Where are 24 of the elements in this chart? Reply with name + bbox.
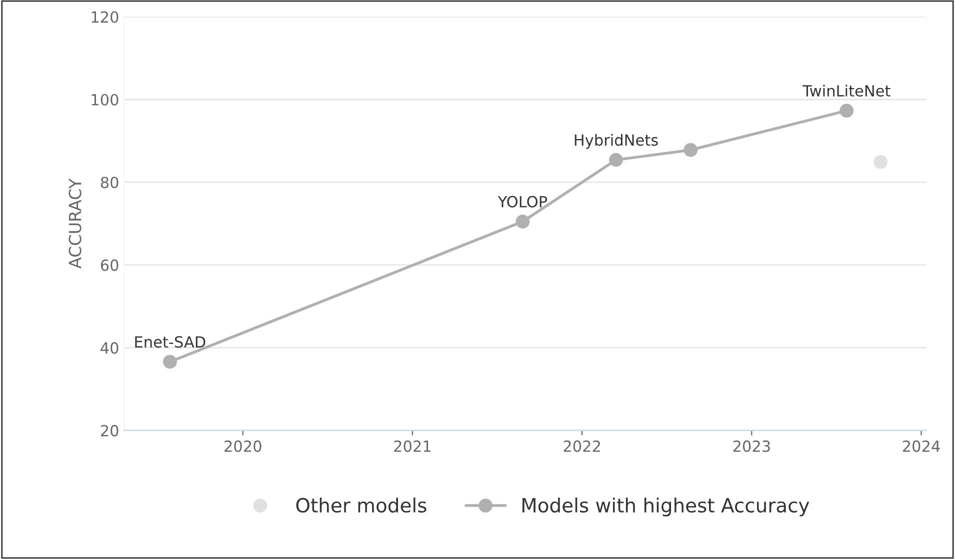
y-tick-label: 40: [100, 342, 118, 354]
x-tick-label: 2020: [224, 440, 262, 452]
y-tick-label: 60: [100, 259, 118, 271]
y-axis-title: ACCURACY: [68, 178, 82, 269]
annotation: HybridNets: [574, 134, 658, 149]
x-tick-label: 2023: [733, 440, 770, 452]
y-tick-label: 20: [100, 424, 118, 436]
annotation: Enet-SAD: [135, 336, 206, 348]
x-tick-label: 2021: [394, 440, 430, 452]
point: [162, 354, 177, 369]
x-tick-label: 2024: [902, 440, 940, 452]
legend-label: Other models: [296, 498, 426, 513]
y-tick-label: 80: [100, 176, 118, 188]
annotation: TwinLiteNet: [802, 84, 890, 97]
point: [840, 104, 854, 118]
annotation: YOLOP: [498, 196, 548, 208]
point: [874, 155, 888, 169]
point: [684, 143, 698, 157]
y-tick-label: 120: [92, 11, 118, 23]
point: [609, 152, 623, 167]
legend-label: Models with highest Accuracy: [522, 498, 810, 516]
y-tick-label: 100: [92, 94, 118, 106]
x-tick-label: 2022: [564, 440, 600, 452]
point: [516, 214, 530, 228]
